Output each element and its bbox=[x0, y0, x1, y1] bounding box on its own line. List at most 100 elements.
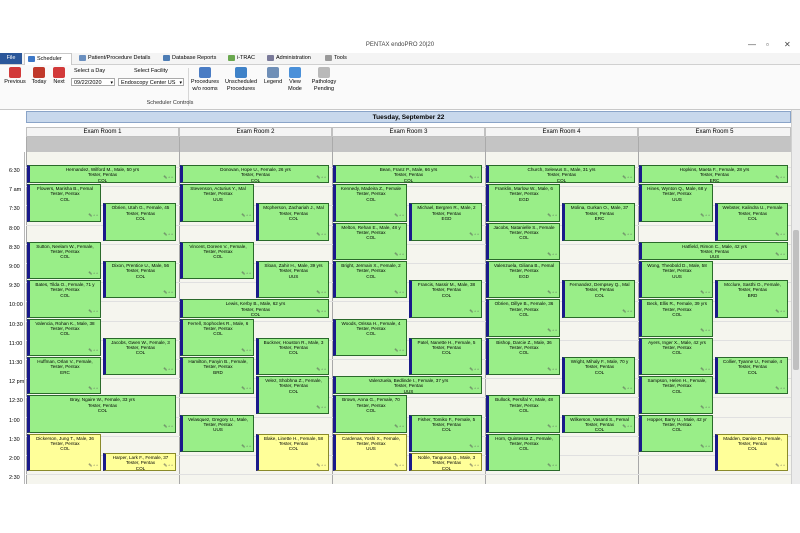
appointment-block[interactable]: Collier, Tyanne U., Female, 4 Tester, Pen… bbox=[715, 357, 788, 395]
tab-itrac[interactable]: i-TRAC bbox=[225, 53, 255, 64]
pathology-pending-button[interactable]: Pathology Pending bbox=[308, 67, 340, 92]
appointment-block[interactable]: Lewis, Kerby B., Male, 62 yrs Tester, Pen… bbox=[180, 299, 329, 318]
appointment-block[interactable]: Stevenson, Acturius Y., Mal Tester, Penta… bbox=[180, 184, 254, 222]
appointment-block[interactable]: Melton, Rehan E., Male, 48 y Tester, Pent… bbox=[333, 222, 407, 260]
appointment-block[interactable]: Harper, Lark F., Female, 37 Tester, Penta… bbox=[103, 453, 176, 472]
time-label: 9:00 bbox=[9, 264, 20, 270]
appointment-block[interactable]: Francis, Nassir M., Male, 38 Tester, Pent… bbox=[409, 280, 482, 318]
tab-tools[interactable]: Tools bbox=[322, 53, 347, 64]
grid-line bbox=[26, 263, 791, 264]
appointment-block[interactable]: Mcclure, Sasthi O., Female, Tester, Penta… bbox=[715, 280, 788, 318]
vertical-scrollbar[interactable] bbox=[791, 110, 800, 484]
appointment-block[interactable]: Hopkins, Maeta F., Female, 28 yrs Tester,… bbox=[639, 165, 788, 184]
close-icon[interactable]: ✕ bbox=[784, 40, 791, 49]
patient-name: Cardenas, Yoshi X., Female, bbox=[341, 435, 401, 441]
appointment-block[interactable]: Fernandez, Dempsey Q., Mal Tester, Pentax… bbox=[562, 280, 635, 318]
appointment-block[interactable]: Donovan, Hope U., Female, 26 yrs Tester, … bbox=[180, 165, 329, 184]
appointment-block[interactable]: Obrien, Dillye B., Female, 36 Tester, Pen… bbox=[486, 299, 560, 337]
procedure-code: ERC bbox=[60, 369, 70, 375]
appointment-block[interactable]: Brown, Anna G., Female, 70 Tester, Pentax… bbox=[333, 395, 407, 433]
day-select[interactable]: 09/22/2020 ▾ bbox=[71, 78, 115, 86]
room-header: Exam Room 2 bbox=[179, 127, 332, 137]
appointment-status-icons: ✎▫▫ bbox=[622, 309, 633, 316]
room-header-band bbox=[638, 137, 791, 152]
appointment-block[interactable]: Hernandez, Wilford M., Male, 50 yrs Teste… bbox=[27, 165, 176, 184]
appointment-block[interactable]: Kennedy, Madeira Z., Female Tester, Penta… bbox=[333, 184, 407, 222]
appointment-block[interactable]: Noble, Tanguroa Q., Male, 3 Tester, Penta… bbox=[409, 453, 482, 472]
appointment-block[interactable]: Molina, Gurkan O., Male, 37 Tester, Penta… bbox=[562, 203, 635, 241]
appointment-block[interactable]: Bullock, Persifal Y., Male, 48 Tester, Pe… bbox=[486, 395, 560, 433]
appointment-block[interactable]: Dixon, Prentice U., Male, 56 Tester, Pent… bbox=[103, 261, 176, 299]
appointment-block[interactable]: Michael, Bergren R., Male, 2 Tester, Pent… bbox=[409, 203, 482, 241]
appointment-block[interactable]: Hamilton, Fanyin B., Female, Tester, Pent… bbox=[180, 357, 254, 395]
tab-administration[interactable]: Administration bbox=[264, 53, 311, 64]
next-button[interactable]: Next bbox=[50, 67, 68, 86]
appointment-block[interactable]: Bishop, Darcie Z., Male, 36 Tester, Penta… bbox=[486, 337, 560, 376]
appointment-block[interactable]: Hines, Wynton Q., Male, 68 y Tester, Pent… bbox=[639, 184, 713, 222]
appointment-block[interactable]: Bean, Franz P., Male, 66 yrs Tester, Pent… bbox=[333, 165, 482, 184]
appointment-status-icons: ✎▫▫ bbox=[700, 443, 711, 450]
tab-itrac-label: i-TRAC bbox=[237, 55, 256, 61]
today-button[interactable]: Today bbox=[29, 67, 49, 86]
appointment-block[interactable]: Wright, Mihaly F., Male, 70 y Tester, Pen… bbox=[562, 357, 635, 395]
appointment-block[interactable]: Horn, Quintessa Z., Female, Tester, Penta… bbox=[486, 433, 560, 472]
appointment-block[interactable]: Wilkerson, Vasanti S., Femal Tester, Pent… bbox=[562, 414, 635, 433]
menu-file[interactable]: File bbox=[0, 53, 22, 64]
appointment-block[interactable]: Jacobs, Natanielle S., Female Tester, Pen… bbox=[486, 222, 560, 260]
appointment-block[interactable]: Dickerson, Jung T., Male, 36 Tester, Pent… bbox=[27, 433, 101, 472]
appointment-status-icons: ✎▫▫ bbox=[700, 290, 711, 297]
patient-name: Donovan, Hope U., Female, 26 yrs bbox=[220, 167, 291, 172]
appointment-block[interactable]: Sutton, Neelam W., Female, Tester, Pentax… bbox=[27, 241, 101, 280]
scrollbar-thumb[interactable] bbox=[793, 230, 799, 370]
appointment-block[interactable]: Huffman, Orlan V., Female, Tester, Pentax… bbox=[27, 357, 101, 395]
appointment-block[interactable]: Bray, Ngaire W., Female, 33 yrs Tester, P… bbox=[27, 395, 176, 433]
procedure-code: UUS bbox=[672, 273, 682, 279]
appointment-block[interactable]: Webster, Kalindra U., Female Tester, Pent… bbox=[715, 203, 788, 241]
appointment-block[interactable]: Blake, Linette H., Female, 58 Tester, Pen… bbox=[256, 433, 329, 472]
unscheduled-procedures-button[interactable]: Unscheduled Procedures bbox=[222, 67, 260, 92]
tab-patient-details[interactable]: Patient/Procedure Details bbox=[76, 53, 150, 64]
appointment-block[interactable]: Church, Selewus S., Male, 31 yrs Tester, … bbox=[486, 165, 635, 184]
maximize-icon[interactable]: ▫ bbox=[766, 40, 769, 49]
appointment-block[interactable]: Patel, Nanette H., Female, 5 Tester, Pent… bbox=[409, 337, 482, 376]
appointment-block[interactable]: Ayers, Inger X., Male, 42 yrs Tester, Pen… bbox=[639, 337, 713, 376]
minimize-icon[interactable]: — bbox=[748, 40, 756, 49]
patient-name: Fernandez, Dempsey Q., Mal bbox=[569, 282, 630, 288]
appointment-block[interactable]: Flowers, Marisha B., Femal Tester, Pentax… bbox=[27, 184, 101, 222]
procedures-wo-rooms-button[interactable]: Procedures w/o rooms bbox=[190, 67, 220, 92]
appointment-block[interactable]: Fisher, Tomiko F., Female, 5 Tester, Pent… bbox=[409, 414, 482, 452]
appointment-block[interactable]: Madden, Danise D., Female, Tester, Pentax… bbox=[715, 433, 788, 472]
provider-name: Tester, Pentax bbox=[50, 191, 80, 197]
appointment-block[interactable]: Valenzuela, Giliana B., Femal Tester, Pen… bbox=[486, 261, 560, 299]
appointment-block[interactable]: Valenzuela, Bedlinde I., Female, 37 yrs T… bbox=[333, 376, 482, 395]
appointment-block[interactable]: Obrien, Utah G., Female, 45 Tester, Penta… bbox=[103, 203, 176, 241]
appointment-block[interactable]: Franklin, Marlow W., Male, 6 Tester, Pent… bbox=[486, 184, 560, 222]
appointment-block[interactable]: Bright, Jermain X., Female, 2 Tester, Pen… bbox=[333, 261, 407, 299]
appointment-block[interactable]: Valencia, Rohan K., Male, 38 Tester, Pent… bbox=[27, 318, 101, 356]
appointment-block[interactable]: Vincent, Doreen V., Female, Tester, Penta… bbox=[180, 241, 254, 280]
appointment-status-icons: ✎▫▫ bbox=[316, 174, 327, 181]
tab-database-reports[interactable]: Database Reports bbox=[160, 53, 216, 64]
appointment-status-icons: ✎▫▫ bbox=[547, 366, 558, 373]
appointment-block[interactable]: Bates, Tilda O., Female, 71 y Tester, Pen… bbox=[27, 280, 101, 318]
legend-button[interactable]: Legend bbox=[262, 67, 284, 86]
appointment-block[interactable]: Sloan, Zahir H., Male, 39 yrs Tester, Pen… bbox=[256, 261, 329, 299]
appointment-block[interactable]: Jacobs, Gwen W., Female, 3 Tester, Pentax… bbox=[103, 337, 176, 376]
provider-name: Tester, Pentax bbox=[50, 441, 80, 447]
appointment-block[interactable]: Cardenas, Yoshi X., Female, Tester, Penta… bbox=[333, 433, 407, 472]
appointment-block[interactable]: Velasquez, Gregory U., Male, Tester, Pent… bbox=[180, 414, 254, 452]
appointment-block[interactable]: Woods, Orissa H., Female, 4 Tester, Penta… bbox=[333, 318, 407, 356]
facility-select[interactable]: Endoscopy Center US ▾ bbox=[118, 78, 184, 86]
appointment-block[interactable]: Hopper, Barry U., Male, 42 yr Tester, Pen… bbox=[639, 414, 713, 452]
appointment-block[interactable]: Ferrell, Sophocles R., Male, 6 Tester, Pe… bbox=[180, 318, 254, 356]
appointment-block[interactable]: Velez, Shobhna Z., Female, Tester, Pentax… bbox=[256, 376, 329, 414]
appointment-block[interactable]: Buckner, Houston R., Male, 3 Tester, Pent… bbox=[256, 337, 329, 376]
appointment-block[interactable]: Mcpherson, Zachariah J., Mal Tester, Pent… bbox=[256, 203, 329, 241]
appointment-block[interactable]: Sampson, Helen H., Female, Tester, Pentax… bbox=[639, 376, 713, 414]
tab-scheduler[interactable]: Scheduler bbox=[24, 53, 72, 65]
previous-button[interactable]: Previous bbox=[4, 67, 26, 86]
appointment-block[interactable]: Beck, Ellis R., Female, 39 yrs Tester, Pe… bbox=[639, 299, 713, 337]
appointment-block[interactable]: Wong, Theobold D., Male, 58 Tester, Penta… bbox=[639, 261, 713, 299]
appointment-block[interactable]: Hatfield, Rimon C., Male, 42 yrs Tester, … bbox=[639, 241, 788, 260]
view-mode-button[interactable]: View Mode bbox=[285, 67, 305, 92]
